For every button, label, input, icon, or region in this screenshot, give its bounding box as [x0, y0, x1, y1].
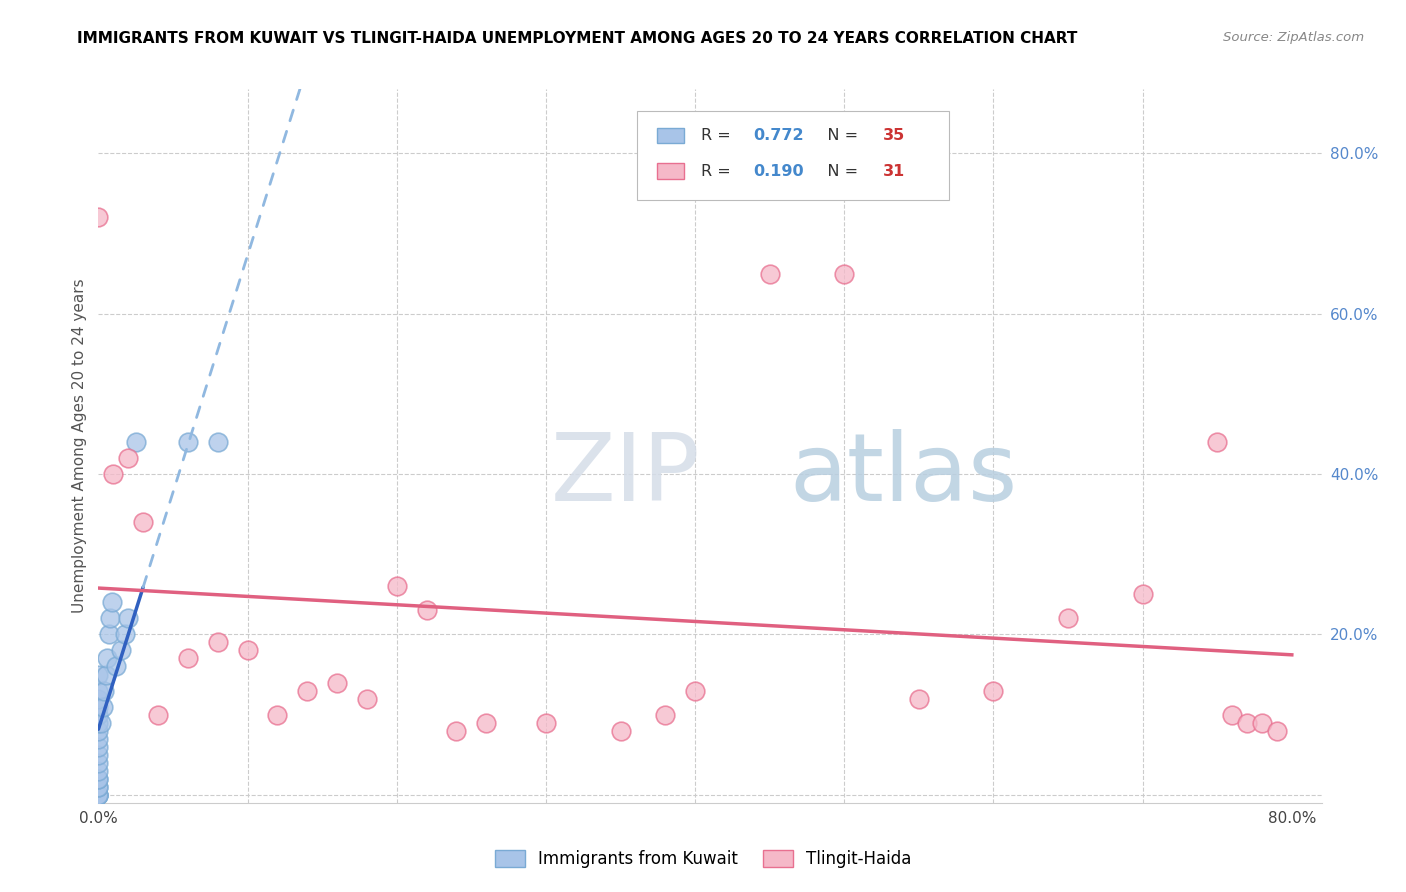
Point [87, 739, 110, 754]
Text: 0.772: 0.772 [752, 128, 803, 143]
Point [758, 267, 780, 281]
Point [94, 667, 117, 681]
Point [236, 643, 259, 657]
Point [96, 651, 118, 665]
Point [87, 211, 110, 225]
Point [87, 756, 110, 770]
Point [87, 788, 110, 802]
Point [87, 723, 110, 738]
Point [97, 627, 120, 641]
Point [87, 747, 110, 762]
Point [117, 450, 139, 465]
Text: atlas: atlas [790, 428, 1018, 521]
Point [146, 707, 169, 722]
Point [534, 715, 557, 730]
Point [297, 683, 319, 698]
Point [87, 772, 110, 786]
Point [87, 788, 110, 802]
Point [356, 691, 378, 706]
Point [908, 691, 931, 706]
Point [91, 699, 114, 714]
Point [683, 683, 706, 698]
Point [983, 683, 1005, 698]
Point [87, 788, 110, 802]
Text: R =: R = [702, 128, 737, 143]
Point [105, 659, 128, 673]
Text: N =: N = [811, 128, 863, 143]
Point [446, 723, 468, 738]
Point [87, 764, 110, 778]
Point [266, 707, 288, 722]
Text: 31: 31 [883, 164, 904, 178]
Text: R =: R = [702, 164, 737, 178]
FancyBboxPatch shape [658, 163, 685, 179]
Point [1057, 611, 1080, 625]
Point [1265, 723, 1288, 738]
Point [114, 627, 136, 641]
Point [1236, 715, 1258, 730]
Point [132, 515, 155, 529]
Point [87, 667, 110, 681]
Text: 35: 35 [883, 128, 904, 143]
Point [326, 675, 349, 690]
Point [87, 683, 110, 698]
Point [93, 683, 115, 698]
Text: ZIP: ZIP [551, 428, 700, 521]
Point [475, 715, 498, 730]
Text: IMMIGRANTS FROM KUWAIT VS TLINGIT-HAIDA UNEMPLOYMENT AMONG AGES 20 TO 24 YEARS C: IMMIGRANTS FROM KUWAIT VS TLINGIT-HAIDA … [77, 31, 1078, 46]
Point [1220, 707, 1243, 722]
Point [415, 603, 437, 617]
Point [177, 651, 200, 665]
Point [87, 780, 110, 794]
Point [87, 772, 110, 786]
Text: 0.190: 0.190 [752, 164, 803, 178]
Point [87, 731, 110, 746]
Point [87, 788, 110, 802]
Point [87, 699, 110, 714]
Point [87, 780, 110, 794]
Point [1206, 435, 1229, 450]
Point [101, 595, 124, 609]
Point [103, 467, 125, 481]
Point [207, 635, 229, 649]
Point [87, 691, 110, 706]
Point [609, 723, 631, 738]
Point [177, 435, 200, 450]
Point [87, 707, 110, 722]
FancyBboxPatch shape [637, 111, 949, 200]
Point [1251, 715, 1274, 730]
Point [832, 267, 855, 281]
Point [385, 579, 408, 593]
Point [110, 643, 132, 657]
Point [125, 435, 148, 450]
Point [90, 715, 112, 730]
FancyBboxPatch shape [658, 128, 685, 144]
Point [654, 707, 676, 722]
Point [87, 715, 110, 730]
Point [98, 611, 121, 625]
Legend: Immigrants from Kuwait, Tlingit-Haida: Immigrants from Kuwait, Tlingit-Haida [488, 843, 918, 875]
Text: N =: N = [811, 164, 863, 178]
Point [1132, 587, 1154, 601]
Point [207, 435, 229, 450]
Point [117, 611, 139, 625]
Y-axis label: Unemployment Among Ages 20 to 24 years: Unemployment Among Ages 20 to 24 years [72, 278, 87, 614]
Text: Source: ZipAtlas.com: Source: ZipAtlas.com [1223, 31, 1364, 45]
